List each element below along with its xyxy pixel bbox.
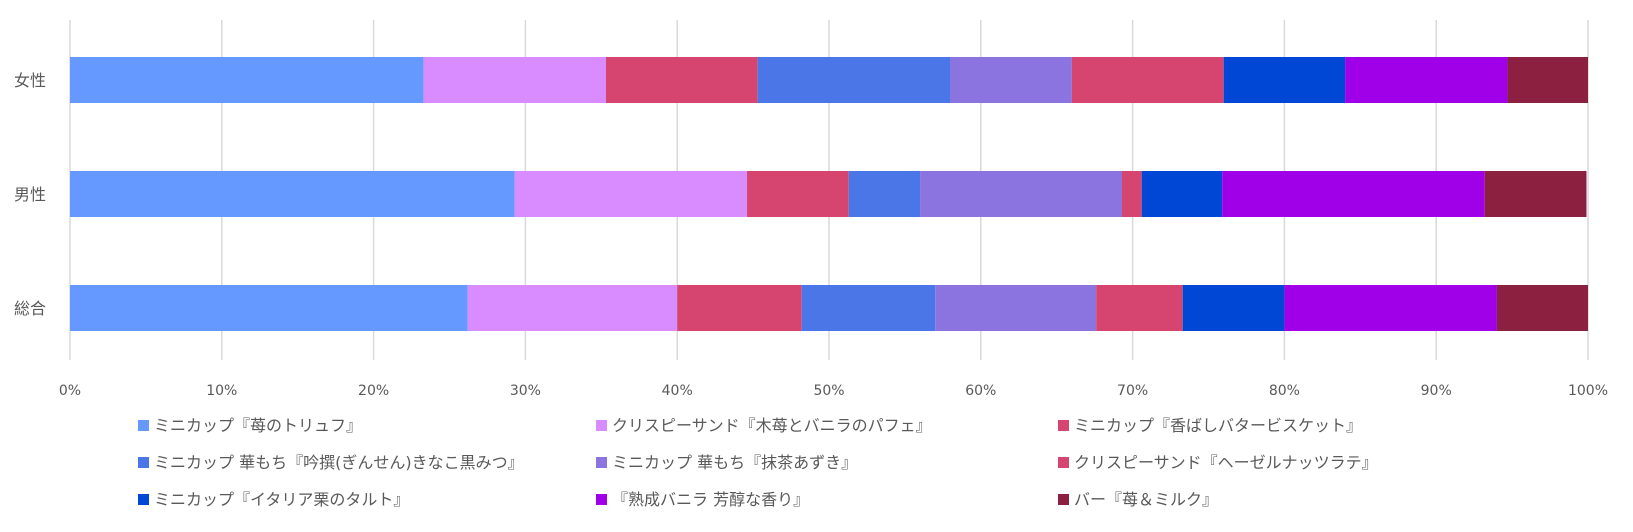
x-tick-label: 30% bbox=[510, 383, 541, 399]
x-tick-label: 40% bbox=[662, 383, 693, 399]
x-tick-label: 70% bbox=[1117, 383, 1148, 399]
bar-segment bbox=[514, 171, 748, 217]
bar-segment bbox=[1141, 171, 1223, 217]
x-tick-label: 0% bbox=[59, 383, 81, 399]
bar-segment bbox=[1496, 285, 1588, 331]
bar-segment bbox=[70, 57, 424, 103]
legend-label: 『熟成バニラ 芳醇な香り』 bbox=[612, 490, 809, 509]
legend-swatch bbox=[596, 420, 607, 431]
bar-segment bbox=[1182, 285, 1285, 331]
legend-item: ミニカップ『イタリア栗のタルト』 bbox=[138, 490, 409, 509]
bar-segment bbox=[1284, 285, 1497, 331]
bar-segment bbox=[70, 171, 515, 217]
legend-item: バー『苺＆ミルク』 bbox=[1058, 490, 1218, 509]
legend-item: ミニカップ 華もち『抹茶あずき』 bbox=[596, 453, 857, 472]
x-tick-label: 20% bbox=[358, 383, 389, 399]
bars bbox=[70, 57, 1588, 331]
x-tick-label: 60% bbox=[965, 383, 996, 399]
x-tick-label: 100% bbox=[1568, 383, 1608, 399]
bar-segment bbox=[920, 171, 1122, 217]
legend-label: ミニカップ『香ばしバタービスケット』 bbox=[1074, 416, 1362, 435]
bar-segment bbox=[1223, 57, 1346, 103]
legend-label: バー『苺＆ミルク』 bbox=[1074, 490, 1218, 509]
bar-segment bbox=[1121, 171, 1142, 217]
legend-item: ミニカップ『香ばしバタービスケット』 bbox=[1058, 416, 1362, 435]
legend-swatch bbox=[1058, 420, 1069, 431]
x-tick-label: 10% bbox=[206, 383, 237, 399]
bar-segment bbox=[1071, 57, 1224, 103]
legend-label: クリスピーサンド『木苺とバニラのパフェ』 bbox=[612, 416, 932, 435]
legend-swatch bbox=[1058, 457, 1069, 468]
legend-item: ミニカップ『苺のトリュフ』 bbox=[138, 416, 362, 435]
bar-segment bbox=[950, 57, 1072, 103]
bar-segment bbox=[757, 57, 951, 103]
category-label: 総合 bbox=[14, 299, 46, 318]
category-label: 女性 bbox=[14, 71, 46, 90]
legend-swatch bbox=[596, 457, 607, 468]
bar-segment bbox=[1507, 57, 1588, 103]
bar-segment bbox=[677, 285, 802, 331]
bar-segment bbox=[1222, 171, 1485, 217]
x-axis-ticks: 0% 10% 20% 30% 40% 50% 60% 70% 80% 90% 100% bbox=[59, 383, 1608, 399]
legend-label: ミニカップ 華もち『吟撰(ぎんせん)きなこ黒みつ』 bbox=[154, 453, 524, 472]
legend-label: ミニカップ 華もち『抹茶あずき』 bbox=[612, 453, 857, 472]
legend-swatch bbox=[138, 457, 149, 468]
legend-swatch bbox=[1058, 494, 1069, 505]
category-label: 男性 bbox=[14, 185, 46, 204]
x-tick-label: 50% bbox=[813, 383, 844, 399]
x-tick-label: 80% bbox=[1269, 383, 1300, 399]
bar-segment bbox=[1096, 285, 1183, 331]
bar-segment bbox=[605, 57, 758, 103]
legend-label: ミニカップ『苺のトリュフ』 bbox=[154, 416, 362, 435]
bar-segment bbox=[1484, 171, 1587, 217]
legend-item: ミニカップ 華もち『吟撰(ぎんせん)きなこ黒みつ』 bbox=[138, 453, 524, 472]
bar-segment bbox=[848, 171, 921, 217]
bar-segment bbox=[467, 285, 678, 331]
bar-segment bbox=[801, 285, 936, 331]
bar-segment bbox=[935, 285, 1097, 331]
bar-segment bbox=[70, 285, 468, 331]
x-tick-label: 90% bbox=[1421, 383, 1452, 399]
legend-item: クリスピーサンド『ヘーゼルナッツラテ』 bbox=[1058, 453, 1378, 472]
legend-swatch bbox=[596, 494, 607, 505]
bar-segment bbox=[423, 57, 606, 103]
legend-swatch bbox=[138, 420, 149, 431]
legend-label: ミニカップ『イタリア栗のタルト』 bbox=[154, 490, 409, 509]
bar-segment bbox=[747, 171, 849, 217]
bar-segment bbox=[1345, 57, 1508, 103]
legend-label: クリスピーサンド『ヘーゼルナッツラテ』 bbox=[1074, 453, 1378, 472]
legend-item: クリスピーサンド『木苺とバニラのパフェ』 bbox=[596, 416, 932, 435]
legend-item: 『熟成バニラ 芳醇な香り』 bbox=[596, 490, 809, 509]
legend: ミニカップ『苺のトリュフ』 クリスピーサンド『木苺とバニラのパフェ』 ミニカップ『香… bbox=[138, 416, 1378, 509]
legend-swatch bbox=[138, 494, 149, 505]
